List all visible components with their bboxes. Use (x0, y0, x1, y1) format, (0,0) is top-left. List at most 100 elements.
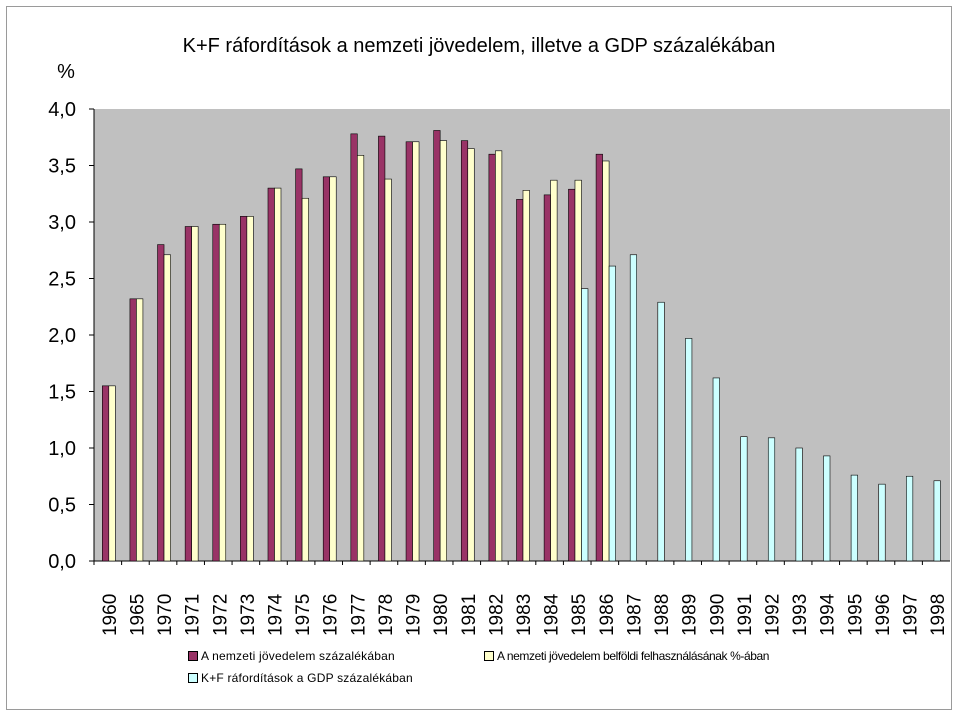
bar-gdp (657, 301, 665, 562)
y-tick-label: 0,0 (48, 551, 76, 573)
bar-nemzeti-jovedelem (322, 176, 331, 562)
bar-gdp (850, 474, 858, 562)
chart-frame (6, 6, 952, 710)
x-tick-label: 1965 (127, 594, 148, 636)
legend-swatch (188, 651, 198, 661)
bar-nemzeti-jovedelem (157, 244, 165, 562)
x-tick-label: 1970 (155, 594, 176, 636)
x-tick-label: 1980 (431, 594, 452, 636)
legend-swatch (484, 651, 494, 661)
bar-nemzeti-jovedelem (568, 188, 576, 562)
y-tick-label: 3,5 (48, 156, 76, 178)
x-tick-label: 1971 (183, 594, 204, 636)
legend-item-gdp: K+F ráfordítások a GDP százalékában (188, 671, 413, 685)
x-tick-label: 1987 (624, 594, 645, 636)
bar-nemzeti-jovedelem (378, 135, 386, 562)
bar-gdp (823, 455, 831, 562)
x-tick-label: 1989 (680, 594, 701, 636)
unit-label: % (57, 61, 75, 83)
y-tick-label: 0,5 (48, 495, 76, 517)
bar-nemzeti-jovedelem (460, 140, 469, 562)
x-tick-label: 1978 (376, 594, 397, 636)
bar-gdp (906, 475, 914, 562)
bar-gdp (608, 265, 616, 562)
x-tick-label: 1990 (707, 594, 728, 636)
legend-item-nemzeti-jovedelem: A nemzeti jövedelem százalékában (188, 649, 395, 663)
x-tick-label: 1972 (210, 594, 231, 636)
bar-gdp (933, 480, 941, 562)
bar-belfoldi-felhasznalas (246, 216, 254, 562)
bar-nemzeti-jovedelem (129, 298, 137, 562)
legend-label: K+F ráfordítások a GDP százalékában (201, 671, 413, 685)
y-tick-label: 2,0 (48, 325, 76, 347)
x-tick-label: 1976 (321, 594, 342, 636)
bar-nemzeti-jovedelem (433, 130, 441, 562)
bar-nemzeti-jovedelem (267, 187, 275, 562)
legend-swatch (188, 673, 198, 683)
bar-gdp (712, 377, 720, 562)
bar-gdp (581, 288, 589, 562)
bar-gdp (767, 437, 776, 562)
y-tick-label: 1,0 (48, 438, 76, 460)
bar-nemzeti-jovedelem (488, 153, 496, 562)
x-tick-label: 1991 (735, 594, 756, 636)
x-tick-label: 1982 (486, 594, 507, 636)
bar-nemzeti-jovedelem (350, 133, 358, 562)
bar-belfoldi-felhasznalas (550, 179, 558, 562)
bar-gdp (795, 447, 803, 562)
legend-item-belfoldi-felhasznalas: A nemzeti jövedelem belföldi felhasználá… (484, 649, 769, 663)
x-tick-label: 1977 (348, 594, 369, 636)
bar-nemzeti-jovedelem (184, 226, 192, 562)
legend-label: A nemzeti jövedelem belföldi felhasználá… (497, 649, 770, 663)
x-tick-label: 1997 (901, 594, 922, 636)
x-tick-label: 1992 (763, 594, 784, 636)
bar-nemzeti-jovedelem (295, 168, 303, 562)
x-tick-label: 1986 (597, 594, 618, 636)
y-tick-label: 2,5 (48, 269, 76, 291)
bar-gdp (685, 338, 693, 562)
bar-nemzeti-jovedelem (543, 194, 551, 562)
bar-belfoldi-felhasznalas (602, 160, 610, 562)
bar-belfoldi-felhasznalas (218, 223, 227, 562)
bar-belfoldi-felhasznalas (522, 190, 530, 562)
bar-belfoldi-felhasznalas (495, 150, 503, 562)
x-tick-label: 1988 (652, 594, 673, 636)
x-tick-label: 1995 (845, 594, 866, 636)
bar-nemzeti-jovedelem (212, 223, 220, 562)
bar-belfoldi-felhasznalas (574, 179, 582, 562)
bar-nemzeti-jovedelem (595, 153, 603, 562)
y-tick-label: 3,0 (48, 212, 76, 234)
x-tick-label: 1979 (404, 594, 425, 636)
bar-nemzeti-jovedelem (516, 199, 524, 562)
x-tick-label: 1985 (569, 594, 590, 636)
bar-gdp (629, 254, 638, 562)
x-tick-label: 1981 (459, 594, 480, 636)
bar-belfoldi-felhasznalas (136, 298, 144, 562)
chart-title: K+F ráfordítások a nemzeti jövedelem, il… (183, 35, 776, 57)
bar-gdp (740, 436, 748, 562)
x-tick-label: 1973 (238, 594, 259, 636)
bar-belfoldi-felhasznalas (108, 385, 116, 562)
x-tick-label: 1993 (790, 594, 811, 636)
x-tick-label: 1974 (265, 593, 286, 636)
x-tick-label: 1998 (928, 594, 949, 636)
x-tick-label: 1996 (873, 594, 894, 636)
bar-belfoldi-felhasznalas (274, 187, 282, 562)
bar-belfoldi-felhasznalas (412, 141, 420, 562)
x-tick-label: 1984 (542, 593, 563, 636)
x-tick-label: 1975 (293, 594, 314, 636)
legend-label: A nemzeti jövedelem százalékában (201, 649, 395, 663)
x-tick-label: 1994 (818, 593, 839, 636)
y-tick-label: 4,0 (48, 99, 76, 121)
bar-belfoldi-felhasznalas (191, 226, 199, 562)
bar-gdp (878, 483, 886, 562)
x-tick-label: 1983 (514, 594, 535, 636)
bar-belfoldi-felhasznalas (329, 176, 337, 562)
bar-nemzeti-jovedelem (405, 141, 413, 562)
bar-nemzeti-jovedelem (102, 385, 110, 562)
bar-belfoldi-felhasznalas (384, 178, 392, 562)
y-tick-label: 1,5 (48, 382, 76, 404)
bar-belfoldi-felhasznalas (439, 140, 447, 562)
bar-belfoldi-felhasznalas (163, 254, 171, 562)
